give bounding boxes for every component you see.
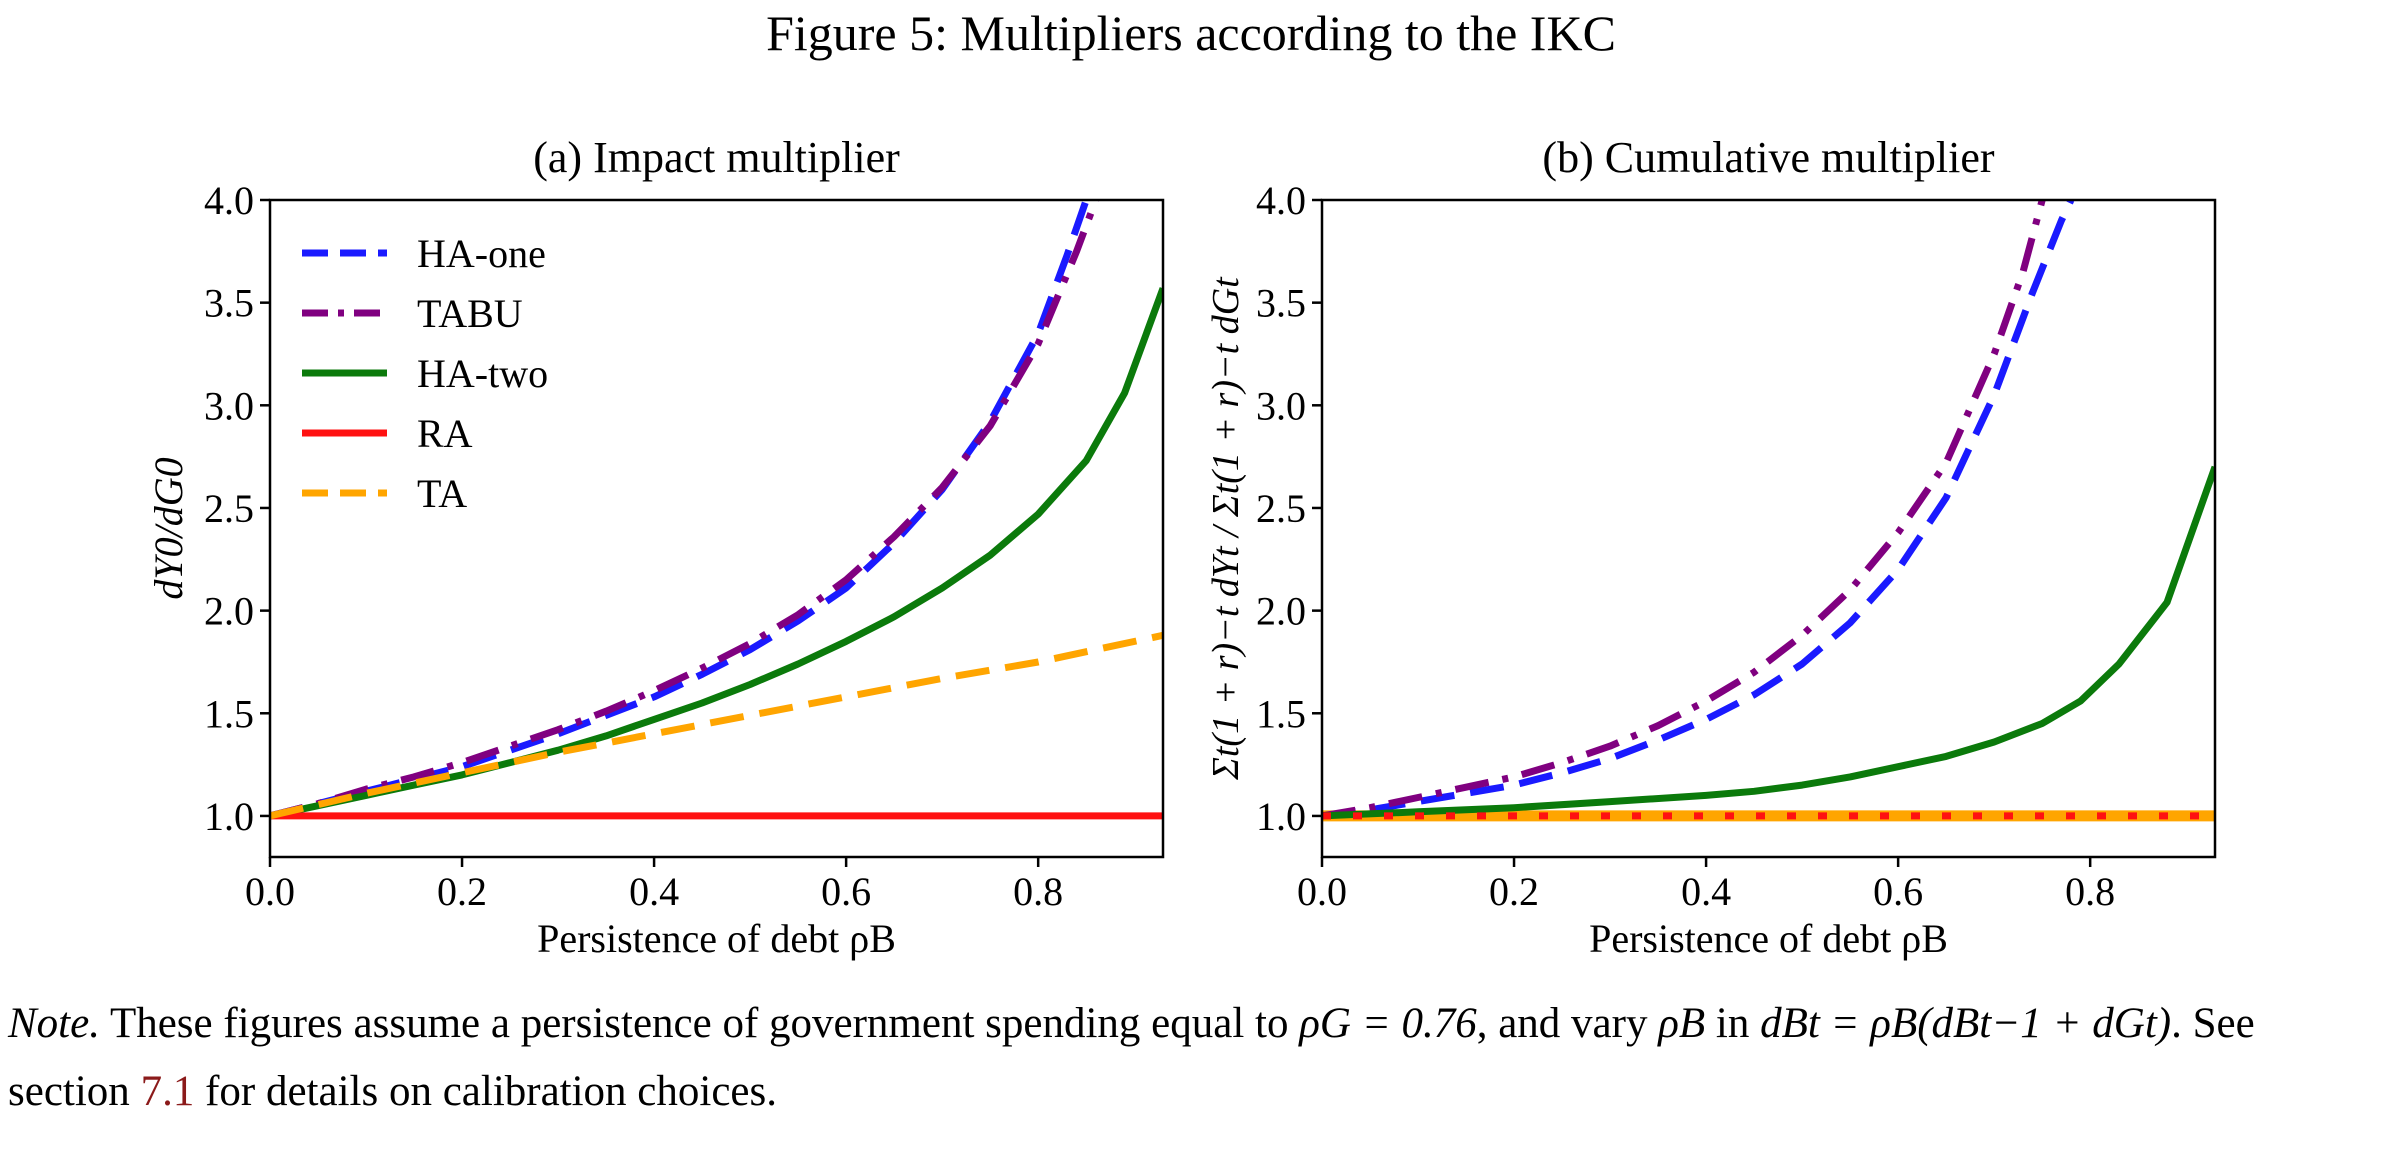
section-link[interactable]: 7.1 xyxy=(140,1068,195,1115)
chart-title: (a) Impact multiplier xyxy=(533,133,900,182)
y-tick-label: 3.5 xyxy=(204,281,254,326)
y-tick-label: 2.0 xyxy=(204,589,254,634)
x-tick-label: 0.4 xyxy=(1681,869,1731,914)
series-line-ha-one xyxy=(270,200,1090,820)
note-prefix: Note. xyxy=(8,1000,100,1047)
x-tick-label: 0.2 xyxy=(437,869,487,914)
x-tick-label: 0.4 xyxy=(629,869,679,914)
plot-area xyxy=(270,200,1163,820)
legend-label-ta: TA xyxy=(417,471,467,516)
chart-title: (b) Cumulative multiplier xyxy=(1542,133,1994,182)
x-tick-label: 0.8 xyxy=(2065,869,2115,914)
note-rho-b: ρB xyxy=(1658,1000,1706,1047)
x-tick-label: 0.6 xyxy=(1873,869,1923,914)
y-axis-label: Σt(1 + r)−t dYt / Σt(1 + r)−t dGt xyxy=(1205,276,1247,781)
y-tick-label: 1.5 xyxy=(204,691,254,736)
x-tick-label: 0.0 xyxy=(245,869,295,914)
legend-label-tabu: TABU xyxy=(417,291,523,336)
panel-impact-multiplier: (a) Impact multiplier 0.0 0.2 0.4 0.6 0.8 1.0 1… xyxy=(146,133,1165,961)
y-tick-label: 3.5 xyxy=(1256,281,1306,326)
legend: HA-one TABU HA-two RA TA xyxy=(302,231,548,516)
x-tick-label: 0.8 xyxy=(1013,869,1063,914)
x-tick-label: 0.0 xyxy=(1297,869,1347,914)
x-tick-label: 0.6 xyxy=(821,869,871,914)
y-tick-label: 4.0 xyxy=(204,178,254,223)
series-line-tabu xyxy=(1322,200,2046,820)
note-equation: dBt = ρB(dBt−1 + dGt) xyxy=(1760,1000,2172,1047)
y-tick-label: 1.5 xyxy=(1256,691,1306,736)
x-axis-label: Persistence of debt ρB xyxy=(1589,916,1948,961)
panel-cumulative-multiplier: (b) Cumulative multiplier 0.0 0.2 0.4 0.6 0.8… xyxy=(1205,133,2217,961)
note-text-3: in xyxy=(1705,1000,1761,1047)
plot-frame xyxy=(1320,198,2217,859)
y-axis-label: dY0/dG0 xyxy=(146,457,191,599)
note-text-1: These figures assume a persistence of go… xyxy=(99,1000,1300,1047)
legend-label-ra: RA xyxy=(417,411,473,456)
y-tick-label: 2.0 xyxy=(1256,589,1306,634)
x-axis-label: Persistence of debt ρB xyxy=(537,916,896,961)
note-text-4: . See section xyxy=(8,1000,2255,1115)
figure-note: Note. These figures assume a persistence… xyxy=(8,990,2368,1126)
y-tick-label: 3.0 xyxy=(204,383,254,428)
legend-label-ha-one: HA-one xyxy=(417,231,546,276)
y-tick-label: 4.0 xyxy=(1256,178,1306,223)
figure-title: Figure 5: Multipliers according to the I… xyxy=(766,5,1616,61)
series-line-ha-one xyxy=(1322,200,2075,820)
x-tick-label: 0.2 xyxy=(1489,869,1539,914)
note-rho-g: ρG = 0.76 xyxy=(1299,1000,1477,1047)
y-tick-label: 1.0 xyxy=(204,794,254,839)
y-tick-label: 2.5 xyxy=(1256,486,1306,531)
y-tick-label: 1.0 xyxy=(1256,794,1306,839)
note-text-2: , and vary xyxy=(1476,1000,1659,1047)
series-line-ha-two xyxy=(1322,465,2215,820)
y-tick-label: 3.0 xyxy=(1256,383,1306,428)
plot-area xyxy=(1322,200,2215,822)
charts-canvas: (a) Impact multiplier 0.0 0.2 0.4 0.6 0.8 1.0 1… xyxy=(146,133,2217,961)
legend-label-ha-two: HA-two xyxy=(417,351,548,396)
y-tick-label: 2.5 xyxy=(204,486,254,531)
plot-frame xyxy=(268,198,1165,859)
series-line-tabu xyxy=(270,200,1100,820)
series-line-ha-two xyxy=(270,287,1163,820)
note-text-5: for details on calibration choices. xyxy=(194,1068,777,1115)
